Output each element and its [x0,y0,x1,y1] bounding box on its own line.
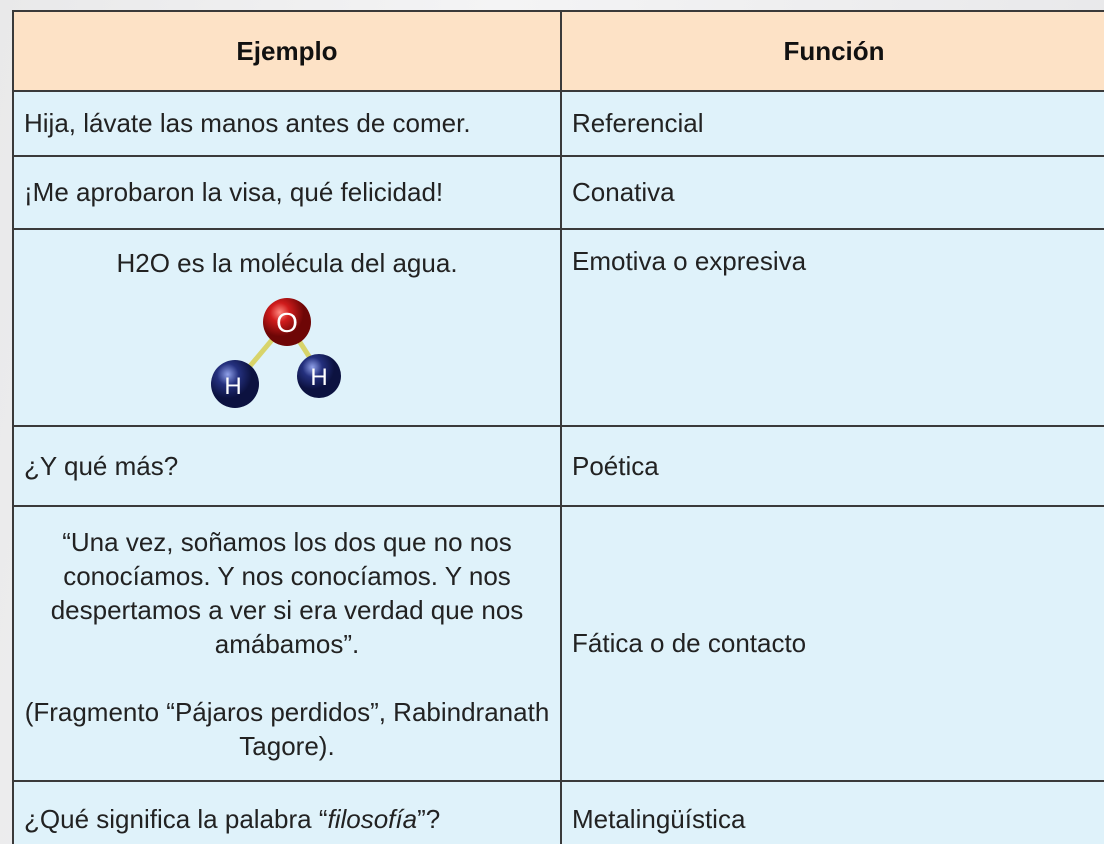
cell: Poética [560,425,1104,507]
cell: Hija, lávate las manos antes de comer. [12,90,562,157]
cell: Referencial [560,90,1104,157]
cell-text: ”? [417,803,441,834]
cell: Emotiva o expresiva [560,228,1104,427]
cell: Conativa [560,155,1104,230]
molecule: O H H [211,298,341,408]
italic-term: filosofía [327,803,418,834]
cell: Metalingüística [560,780,1104,844]
cell-text: ¿Qué significa la palabra “ [24,803,328,834]
atom-label: H [224,373,241,400]
quote-source: (Fragmento “Pájaros perdidos”, Rabindran… [24,696,550,761]
atom-label: O [276,307,298,338]
header-cell: Ejemplo [12,10,562,92]
quote: “Una vez, soñamos los dos que no nos con… [50,526,524,659]
cell: H2O es la molécula del agua. O H H [12,228,562,427]
cell: “Una vez, soñamos los dos que no nos con… [12,505,562,782]
cell: Fática o de contacto [560,505,1104,782]
functions-table: Ejemplo Función Hija, lávate las manos an… [12,10,1104,844]
atom-label: H [310,364,327,391]
header-cell: Función [560,10,1104,92]
cell: ¿Qué significa la palabra “filosofía”? [12,780,562,844]
cell: ¿Y qué más? [12,425,562,507]
cell: ¡Me aprobaron la visa, qué felicidad! [12,155,562,230]
cell-text: H2O es la molécula del agua. [116,248,458,278]
